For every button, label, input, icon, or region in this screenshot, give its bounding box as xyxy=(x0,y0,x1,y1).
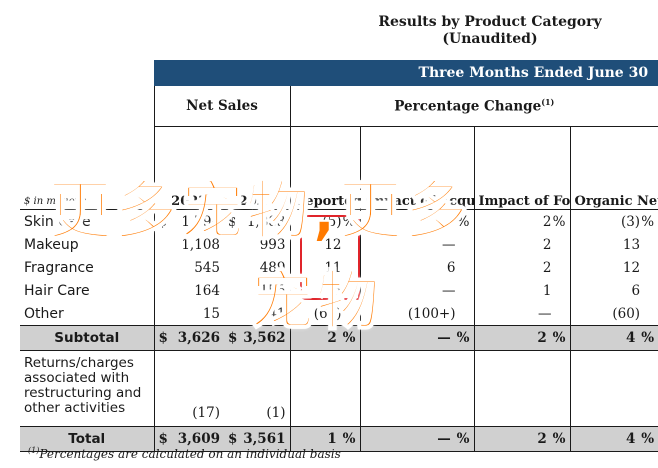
returns-row: Returns/charges associated with restruct… xyxy=(20,350,658,427)
net-sales-header: Net Sales xyxy=(153,86,290,127)
total-row: Total $3,609 $3,561 1 % — % 2 % 4 % xyxy=(20,426,658,452)
period-band: Three Months Ended June 30 xyxy=(154,60,658,86)
units-label: $ in millions xyxy=(20,126,154,210)
table-row: Fragrance 545 489 11 6 2 12 xyxy=(20,256,658,279)
col-2023: 2023 xyxy=(153,126,224,210)
col-fx: Impact of Foreign Currency Translation xyxy=(473,126,570,210)
table-row: Skin Care $1,794 $1,883 (5)% —% 2% (3)% xyxy=(20,209,658,233)
subtotal-row: Subtotal $3,626 $3,562 2 % — % 2 % 4 % xyxy=(20,325,658,351)
footnote: (1)Percentages are calculated on an indi… xyxy=(28,446,341,461)
table-row: Hair Care 164 156 5 — 1 6 xyxy=(20,279,658,302)
col-organic: Organic Net Sales (Non-GAAP) xyxy=(569,126,658,210)
table-row: Other 15 41 (67) (100+) — (60) xyxy=(20,302,658,326)
report-subtitle: (Unaudited) xyxy=(442,31,538,47)
percentage-change-header: Percentage Change(1) xyxy=(289,86,658,127)
col-reported: Reported Basis xyxy=(289,126,360,210)
results-table: Three Months Ended June 30 Net Sales Per… xyxy=(20,60,658,452)
table-row: Makeup 1,108 993 12 — 2 13 xyxy=(20,233,658,256)
report-title: Results by Product Category xyxy=(378,14,602,30)
highlight-box xyxy=(300,215,360,300)
col-2022: 2022 xyxy=(224,126,290,210)
col-acquisitions: Impact of Acquisitions, Divestitures and… xyxy=(359,126,474,210)
